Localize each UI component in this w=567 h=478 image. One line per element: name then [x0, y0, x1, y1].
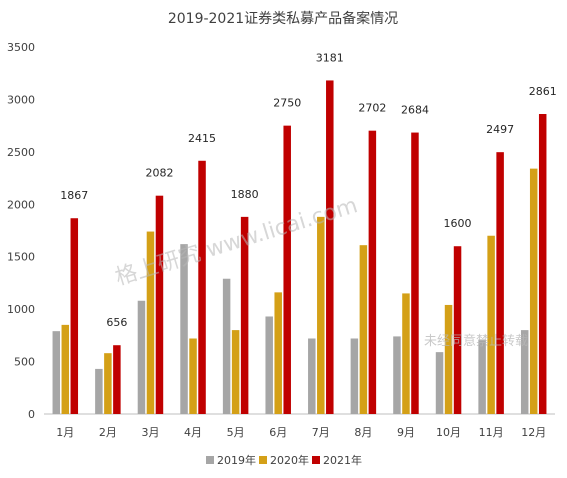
bar-2021年-1月	[70, 218, 79, 414]
y-tick-label: 3500	[7, 41, 35, 54]
bar-2019年-1月	[52, 331, 61, 414]
x-tick-label: 8月	[354, 426, 372, 439]
data-label: 2750	[273, 97, 301, 110]
bar-2020年-11月	[487, 235, 495, 414]
bar-2020年-9月	[402, 293, 410, 414]
x-tick-label: 12月	[521, 426, 546, 439]
y-axis-ticks: 0 500 1000 1500 2000 2500 3000 3500	[7, 41, 35, 421]
y-tick-label: 500	[14, 356, 35, 369]
bar-2021年-4月	[198, 160, 206, 414]
x-tick-label: 6月	[269, 426, 287, 439]
chart-title: 2019-2021证券类私募产品备案情况	[168, 10, 398, 27]
bar-2019年-2月	[95, 368, 103, 414]
bar-2020年-5月	[231, 330, 240, 414]
data-label: 1867	[60, 189, 88, 202]
data-label: 2415	[188, 132, 216, 145]
data-label: 1600	[444, 217, 472, 230]
legend-swatch	[259, 456, 267, 464]
bar-2020年-12月	[529, 168, 538, 414]
legend-swatch	[206, 456, 214, 464]
data-label: 2497	[486, 123, 514, 136]
bar-2019年-10月	[435, 352, 444, 414]
legend-label: 2021年	[323, 453, 362, 467]
legend: 2019年 2020年 2021年	[206, 453, 362, 467]
bar-2021年-8月	[368, 130, 377, 414]
y-tick-label: 1500	[7, 251, 35, 264]
x-tick-label: 5月	[227, 426, 245, 439]
bar-2020年-2月	[104, 353, 112, 414]
y-tick-label: 1000	[7, 303, 35, 316]
bar-2020年-4月	[189, 338, 197, 414]
bar-2019年-7月	[308, 338, 316, 414]
bar-2019年-5月	[222, 278, 231, 414]
bar-2021年-9月	[411, 132, 419, 415]
x-tick-label: 11月	[479, 426, 504, 439]
data-label: 1880	[231, 188, 259, 201]
y-tick-label: 2500	[7, 146, 35, 159]
bar-2021年-2月	[113, 345, 121, 414]
y-tick-label: 3000	[7, 93, 35, 106]
bar-2019年-11月	[478, 339, 486, 414]
x-tick-label: 1月	[56, 426, 74, 439]
bar-2020年-10月	[444, 304, 453, 414]
legend-label: 2020年	[270, 453, 309, 467]
bar-2019年-9月	[393, 336, 401, 414]
x-tick-label: 9月	[397, 426, 415, 439]
watermark-note: 未经同意禁止转载	[424, 333, 528, 349]
bar-2021年-3月	[155, 195, 164, 414]
y-tick-label: 0	[28, 408, 35, 421]
data-label: 2684	[401, 104, 429, 117]
bar-2019年-4月	[180, 244, 188, 414]
bar-2021年-7月	[326, 80, 334, 414]
x-tick-label: 7月	[312, 426, 330, 439]
data-label: 656	[106, 316, 127, 329]
bar-2019年-8月	[350, 338, 359, 414]
bar-2021年-12月	[538, 114, 547, 414]
data-label: 2861	[529, 85, 557, 98]
data-label: 2082	[145, 167, 173, 180]
bar-2019年-3月	[137, 300, 146, 414]
bar-2021年-10月	[453, 246, 462, 414]
bar-2020年-6月	[274, 292, 282, 414]
data-label: 3181	[316, 51, 344, 64]
data-label: 2702	[358, 102, 386, 115]
x-tick-label: 3月	[141, 426, 159, 439]
x-tick-label: 2月	[99, 426, 117, 439]
bar-2019年-6月	[265, 316, 273, 414]
x-tick-label: 10月	[436, 426, 461, 439]
bar-2021年-11月	[496, 152, 504, 415]
legend-swatch	[312, 456, 320, 464]
x-axis-ticks: 1月 2月 3月 4月 5月 6月 7月 8月 9月 10月 11月 12月	[56, 426, 546, 439]
bar-2021年-6月	[283, 125, 291, 415]
bar-2021年-5月	[240, 216, 249, 414]
bar-2020年-8月	[359, 245, 368, 414]
data-labels: 1867 656 2082 2415 1880 2750 3181 2702 2684 1600 2…	[60, 51, 556, 329]
bars-group	[52, 80, 547, 415]
bar-2019年-12月	[520, 330, 529, 414]
legend-label: 2019年	[217, 453, 256, 467]
bar-2020年-3月	[146, 231, 155, 414]
bar-2020年-1月	[61, 324, 70, 414]
x-tick-label: 4月	[184, 426, 202, 439]
y-tick-label: 2000	[7, 198, 35, 211]
bar-2020年-7月	[317, 216, 325, 414]
